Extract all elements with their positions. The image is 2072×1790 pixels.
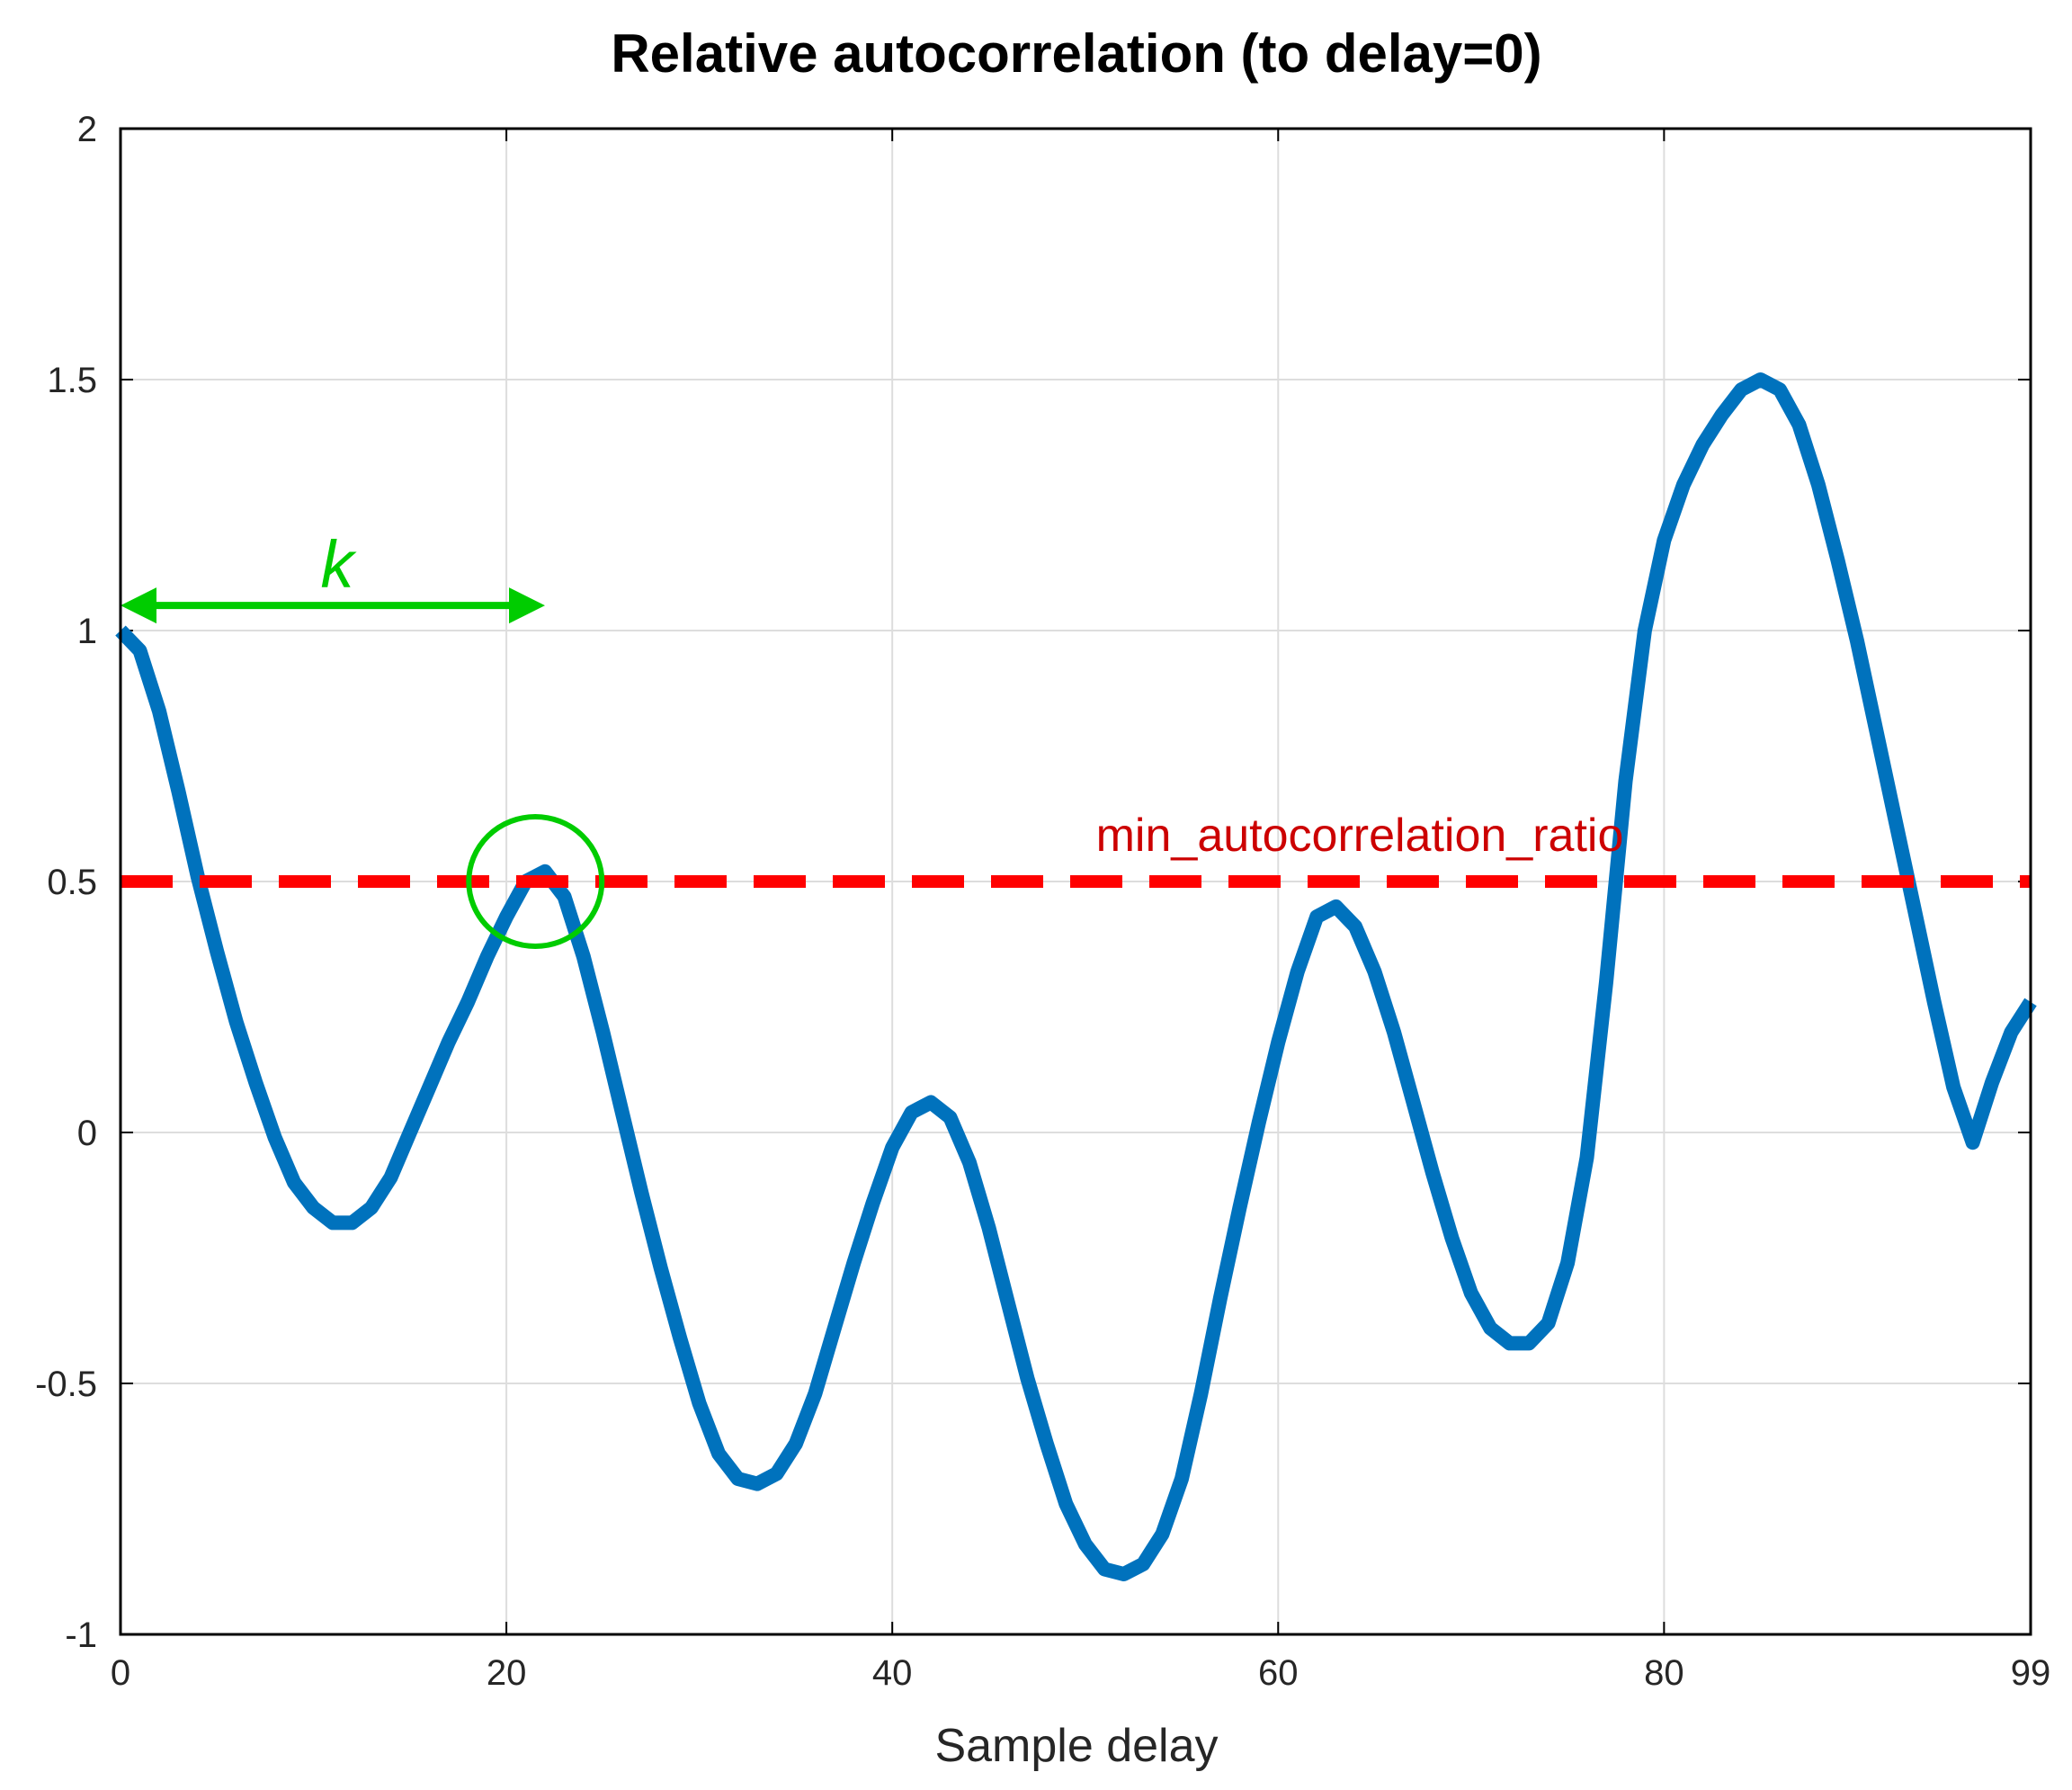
y-tick-label: 0.5 xyxy=(47,863,97,902)
tick-labels: 0 20 40 60 80 99 2 1.5 1 0.5 0 -0.5 -1 xyxy=(35,110,2050,1693)
x-tick-label: 80 xyxy=(1644,1653,1684,1693)
plot-frame xyxy=(119,127,2032,1636)
x-tick-label: 40 xyxy=(872,1653,913,1693)
chart-title: Relative autocorrelation (to delay=0) xyxy=(611,23,1541,84)
x-tick-label: 20 xyxy=(487,1653,527,1693)
x-tick-label: 99 xyxy=(2011,1653,2051,1693)
y-tick-label: -0.5 xyxy=(35,1365,97,1404)
series xyxy=(115,372,2037,1581)
k-arrow-head-right xyxy=(509,587,545,624)
k-label: k xyxy=(321,527,358,602)
y-tick-label: 1 xyxy=(77,612,97,651)
highlight-circle xyxy=(466,814,605,949)
y-tick-label: 0 xyxy=(77,1114,97,1153)
threshold: min_autocorrelation_ratio xyxy=(121,810,2031,888)
y-tick-label: -1 xyxy=(65,1615,97,1655)
y-tick-label: 1.5 xyxy=(47,361,97,400)
x-tick-label: 0 xyxy=(111,1653,130,1693)
annotations: k xyxy=(121,527,605,949)
threshold-label: min_autocorrelation_ratio xyxy=(1096,810,1624,862)
series-line xyxy=(115,372,2037,1581)
y-tick-label: 2 xyxy=(77,110,97,149)
x-tick-label: 60 xyxy=(1258,1653,1299,1693)
x-axis-label: Sample delay xyxy=(934,1720,1218,1772)
k-arrow-head-left xyxy=(121,587,156,624)
